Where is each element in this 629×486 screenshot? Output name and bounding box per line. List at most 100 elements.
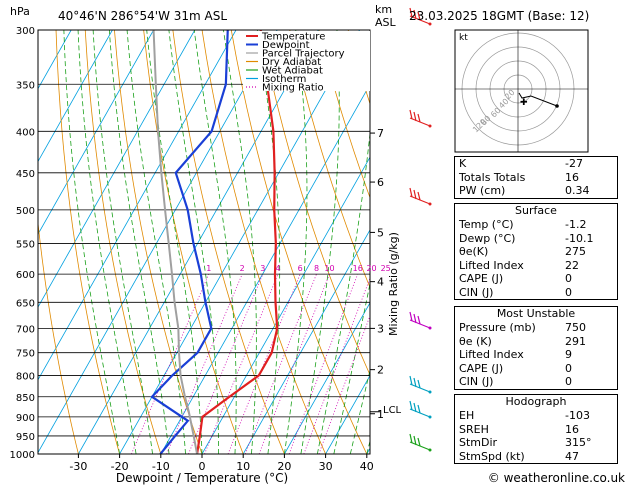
most-unstable-label: θe (K) bbox=[459, 334, 492, 348]
dry-adiabat-line bbox=[289, 30, 370, 289]
index-label: Totals Totals bbox=[459, 170, 526, 184]
copyright: © weatheronline.co.uk bbox=[488, 471, 625, 485]
x-axis-title: Dewpoint / Temperature (°C) bbox=[116, 471, 288, 485]
pressure-tick-label: 850 bbox=[16, 393, 35, 404]
most-unstable-row: θe (K) 291 bbox=[455, 335, 617, 349]
isotherm-line bbox=[38, 30, 72, 90]
hodograph-table: Hodograph EH -103 SREH 16 StmDir 315° StmSpd (… bbox=[454, 394, 618, 464]
hodograph-table-title: Hodograph bbox=[505, 395, 567, 408]
lcl-label: LCL bbox=[383, 405, 402, 416]
wet-adiabat-line bbox=[108, 30, 170, 454]
most-unstable-row: Pressure (mb) 750 bbox=[455, 321, 617, 335]
hodograph-kt-label: kt bbox=[459, 33, 468, 43]
km-tick-label: 3 bbox=[377, 322, 384, 335]
surface-value: 0 bbox=[565, 285, 572, 299]
wind-barb bbox=[409, 7, 432, 26]
hodograph-label: EH bbox=[459, 409, 475, 422]
isotherm-line bbox=[78, 30, 319, 454]
isotherm-line bbox=[38, 30, 278, 454]
pressure-tick-label: 950 bbox=[16, 432, 35, 443]
mixing-ratio-label: 3 bbox=[260, 264, 265, 273]
location-label: 40°46'N 286°54'W 31m ASL bbox=[58, 9, 227, 23]
wind-barb bbox=[409, 400, 432, 419]
isotherm-line bbox=[38, 30, 237, 381]
legend-label: Parcel Trajectory bbox=[262, 49, 345, 60]
legend-label: Wet Adiabat bbox=[262, 66, 323, 77]
most-unstable-value: 0 bbox=[565, 375, 572, 388]
hodograph-trace bbox=[518, 92, 558, 107]
surface-value: 275 bbox=[565, 245, 586, 258]
km-label: km bbox=[375, 3, 392, 16]
pressure-tick-label: 500 bbox=[16, 206, 35, 217]
most-unstable-row: CAPE (J) 0 bbox=[455, 362, 617, 376]
mixing-ratio-label: 16 bbox=[353, 264, 363, 273]
legend-label: Mixing Ratio bbox=[262, 83, 324, 94]
wet-adiabat-line bbox=[77, 30, 137, 454]
most-unstable-value: 0 bbox=[565, 361, 572, 375]
pressure-tick-label: 700 bbox=[16, 324, 35, 335]
surface-row: CIN (J) 0 bbox=[455, 286, 617, 300]
x-tick-label: 40 bbox=[360, 460, 374, 473]
index-label: K bbox=[459, 157, 467, 170]
x-tick-label: 10 bbox=[236, 460, 250, 473]
surface-row: θe(K) 275 bbox=[455, 245, 617, 259]
isotherm-line bbox=[201, 156, 370, 454]
isotherm-line bbox=[325, 374, 370, 454]
asl-label: ASL bbox=[375, 16, 397, 29]
datetime-label: 23.03.2025 18GMT (Base: 12) bbox=[409, 9, 589, 23]
wind-barb bbox=[409, 375, 432, 394]
hodograph-row: StmSpd (kt) 47 bbox=[455, 450, 617, 464]
mixing-ratio-label: 4 bbox=[275, 264, 280, 273]
index-row: PW (cm) 0.34 bbox=[455, 184, 617, 198]
most-unstable-label: CIN (J) bbox=[459, 375, 494, 388]
most-unstable-label: CAPE (J) bbox=[459, 361, 504, 375]
pressure-tick-label: 900 bbox=[16, 413, 35, 424]
legend-label: Isotherm bbox=[262, 74, 306, 85]
surface-label: CIN (J) bbox=[459, 285, 494, 299]
x-tick-label: -10 bbox=[152, 460, 170, 473]
isotherm-line bbox=[160, 83, 370, 454]
x-tick-label: 0 bbox=[199, 460, 206, 473]
surface-value: -1.2 bbox=[565, 218, 587, 231]
most-unstable-label: Pressure (mb) bbox=[459, 321, 536, 334]
mixing-ratio-line bbox=[258, 273, 330, 454]
hodograph-row: StmDir 315° bbox=[455, 436, 617, 450]
km-tick-label: 5 bbox=[377, 226, 384, 239]
surface-label: Dewp (°C) bbox=[459, 231, 516, 245]
x-tick-label: 20 bbox=[277, 460, 291, 473]
mixing-ratio-label: 6 bbox=[298, 264, 303, 273]
x-tick-label: 30 bbox=[319, 460, 333, 473]
mixing-ratio-title: Mixing Ratio (g/kg) bbox=[387, 232, 400, 336]
pressure-tick-label: 750 bbox=[16, 349, 35, 360]
wet-adiabat-line bbox=[284, 30, 308, 454]
wet-adiabat-line bbox=[63, 30, 120, 454]
pressure-tick-label: 650 bbox=[16, 298, 35, 309]
mixing-ratio-label: 10 bbox=[324, 264, 334, 273]
wind-barb bbox=[409, 109, 432, 128]
km-tick-label: 6 bbox=[377, 176, 384, 189]
pressure-tick-label: 550 bbox=[16, 239, 35, 250]
surface-title: Surface bbox=[515, 204, 557, 217]
surface-label: Lifted Index bbox=[459, 258, 524, 272]
most-unstable-value: 9 bbox=[565, 348, 572, 361]
wind-barb bbox=[409, 433, 432, 452]
isotherm-line bbox=[38, 30, 113, 163]
wet-adiabat-line bbox=[223, 30, 257, 454]
most-unstable-table: Most Unstable Pressure (mb) 750 θe (K) 291 L… bbox=[454, 306, 618, 390]
index-row: K -27 bbox=[455, 157, 617, 171]
index-row: Totals Totals 16 bbox=[455, 171, 617, 185]
pressure-tick-label: 450 bbox=[16, 169, 35, 180]
hodograph-label: StmDir bbox=[459, 436, 498, 449]
dry-adiabat-line bbox=[55, 30, 120, 454]
mixing-ratio-label: 8 bbox=[314, 264, 319, 273]
hpa-label: hPa bbox=[10, 5, 30, 18]
isotherm-line bbox=[242, 229, 370, 454]
isotherm-line bbox=[284, 301, 370, 454]
dewpoint-line bbox=[150, 30, 229, 454]
x-tick-label: -20 bbox=[111, 460, 129, 473]
mixing-ratio-label: 1 bbox=[206, 264, 211, 273]
pressure-tick-label: 300 bbox=[16, 26, 35, 37]
